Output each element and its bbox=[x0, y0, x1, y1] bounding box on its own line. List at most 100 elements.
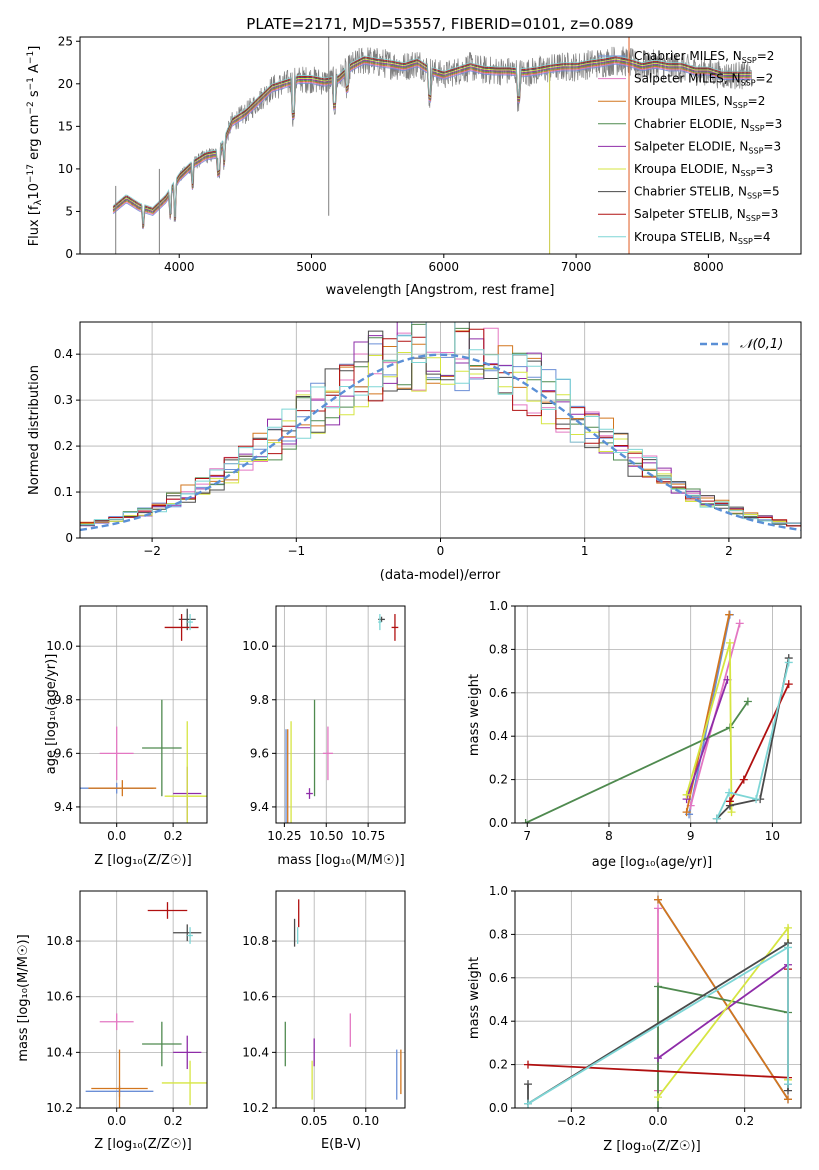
weight-marker bbox=[712, 814, 721, 823]
legend-n-sub: SSP bbox=[733, 101, 748, 110]
weight-marker bbox=[739, 775, 748, 784]
weight-marker bbox=[654, 895, 662, 904]
x-tick-label: 10.25 bbox=[267, 829, 301, 843]
y-tick-label: 15 bbox=[58, 119, 73, 133]
residual-xlabel: (data-model)/error bbox=[380, 568, 501, 583]
y-tick-label: 10.0 bbox=[46, 639, 73, 653]
x-tick-label: 0.0 bbox=[107, 829, 126, 843]
weight-line-salpeter-elodie bbox=[685, 679, 729, 800]
weight-marker bbox=[727, 808, 736, 817]
x-tick-label: 0.2 bbox=[164, 1114, 183, 1128]
errorbar-point bbox=[391, 614, 399, 641]
y-tick-label: 0.0 bbox=[489, 1101, 508, 1115]
legend-n: N bbox=[732, 162, 741, 176]
y-tick-label: 0.1 bbox=[54, 485, 73, 499]
legend-n-value: =5 bbox=[762, 185, 780, 199]
legend-label: Kroupa MILES, NSSP=2 bbox=[634, 94, 765, 110]
legend-label: Salpeter ELODIE, NSSP=3 bbox=[634, 139, 781, 155]
y-tick-label: 0.8 bbox=[489, 642, 508, 656]
x-tick-label: 0.0 bbox=[648, 1114, 667, 1128]
errorbar-point bbox=[173, 1035, 202, 1070]
y-tick-label: 10.6 bbox=[46, 990, 73, 1004]
errorbar-point bbox=[88, 780, 157, 797]
legend-label: Chabrier STELIB, NSSP=5 bbox=[634, 185, 780, 201]
legend-label-normal: 𝒩(0,1) bbox=[740, 337, 783, 352]
weight-marker bbox=[654, 904, 662, 913]
y-tick-label: 20 bbox=[58, 77, 73, 91]
y-tick-label: 0 bbox=[65, 247, 73, 261]
weight-marker bbox=[735, 619, 744, 628]
legend-n-value: =3 bbox=[756, 162, 774, 176]
y-tick-label: 9.8 bbox=[54, 693, 73, 707]
legend-n-sub: SSP bbox=[742, 56, 757, 65]
plot-content bbox=[112, 37, 753, 254]
wZ-ylabel: mass weight bbox=[467, 957, 482, 1039]
legend-n-sub: SSP bbox=[741, 79, 756, 88]
x-tick-label: −1 bbox=[287, 544, 305, 558]
residual-histogram: −2 −1 0 1 2 0 0.1 0.2 0.3 0.4 𝒩(0,1) bbox=[54, 321, 802, 558]
plot-content bbox=[521, 610, 793, 823]
errorbar-point bbox=[306, 788, 313, 799]
y-tick-label: 0.6 bbox=[489, 971, 508, 985]
x-tick-label: 4000 bbox=[164, 260, 195, 274]
y-tick-label: 25 bbox=[58, 34, 73, 48]
spectrum-xlabel: wavelength [Angstrom, rest frame] bbox=[326, 283, 555, 298]
weight-marker bbox=[524, 1060, 532, 1069]
y-tick-label: 9.6 bbox=[250, 746, 269, 760]
y-tick-label: 0.4 bbox=[489, 729, 508, 743]
y-tick-label: 9.4 bbox=[54, 800, 73, 814]
weight-marker bbox=[752, 795, 761, 804]
observed-spectrum bbox=[112, 46, 753, 229]
plot-content bbox=[80, 322, 801, 538]
y-tick-label: 0.6 bbox=[489, 686, 508, 700]
y-tick-label: 9.4 bbox=[250, 800, 269, 814]
mass-vs-metallicity-plot: 0.0 0.2 10.2 10.4 10.6 10.8 bbox=[46, 890, 208, 1128]
ageZ-ylabel: age [log₁₀(age/yr)] bbox=[44, 654, 59, 775]
plot-content bbox=[285, 614, 399, 823]
y-tick-label: 0.2 bbox=[54, 439, 73, 453]
y-tick-label: 10.4 bbox=[242, 1045, 269, 1059]
errorbar-point bbox=[164, 721, 207, 823]
weight-marker bbox=[784, 923, 792, 932]
y-tick-label: 10.2 bbox=[46, 1101, 73, 1115]
y-tick-label: 10.8 bbox=[242, 934, 269, 948]
legend-n-value: =2 bbox=[748, 94, 766, 108]
weight-marker bbox=[725, 797, 734, 806]
y-tick-label: 9.8 bbox=[250, 693, 269, 707]
x-tick-label: 7 bbox=[523, 829, 531, 843]
spectrum-title: PLATE=2171, MJD=53557, FIBERID=0101, z=0… bbox=[246, 15, 633, 33]
y-tick-label: 10.6 bbox=[242, 990, 269, 1004]
plot-content bbox=[284, 899, 402, 1100]
weight-marker bbox=[784, 680, 793, 689]
errorbar-point bbox=[164, 614, 199, 641]
y-tick-label: 10.2 bbox=[242, 1101, 269, 1115]
legend-label: Chabrier ELODIE, NSSP=3 bbox=[634, 117, 782, 133]
legend-n: N bbox=[729, 230, 738, 244]
axes-frame bbox=[275, 605, 406, 824]
weight-marker bbox=[682, 808, 691, 817]
weight-marker bbox=[784, 1080, 792, 1089]
x-tick-label: 0.05 bbox=[301, 1114, 328, 1128]
y-tick-label: 5 bbox=[65, 204, 73, 218]
errorbar-point bbox=[142, 1021, 182, 1067]
weight-line-chabrier-elodie bbox=[657, 985, 789, 1108]
x-tick-label: 10.50 bbox=[309, 829, 343, 843]
x-tick-label: 10 bbox=[765, 829, 780, 843]
normal-distribution-curve bbox=[80, 353, 801, 532]
y-tick-label: 1.0 bbox=[489, 599, 508, 613]
x-tick-label: 0.2 bbox=[164, 829, 183, 843]
weight-marker bbox=[725, 788, 734, 797]
x-tick-label: 9 bbox=[687, 829, 695, 843]
wAge-ylabel: mass weight bbox=[467, 674, 482, 756]
x-tick-label: 8000 bbox=[693, 260, 724, 274]
legend-n: N bbox=[739, 139, 748, 153]
weight-marker bbox=[784, 943, 792, 952]
wAge-xlabel: age [log₁₀(age/yr)] bbox=[592, 855, 713, 870]
legend-n-value: =2 bbox=[757, 49, 775, 63]
y-tick-label: 9.6 bbox=[54, 746, 73, 760]
legend-n: N bbox=[724, 94, 733, 108]
weight-line-chabrier-stelib bbox=[716, 657, 790, 820]
y-tick-label: 10 bbox=[58, 162, 73, 176]
errorbar-point bbox=[147, 902, 188, 919]
